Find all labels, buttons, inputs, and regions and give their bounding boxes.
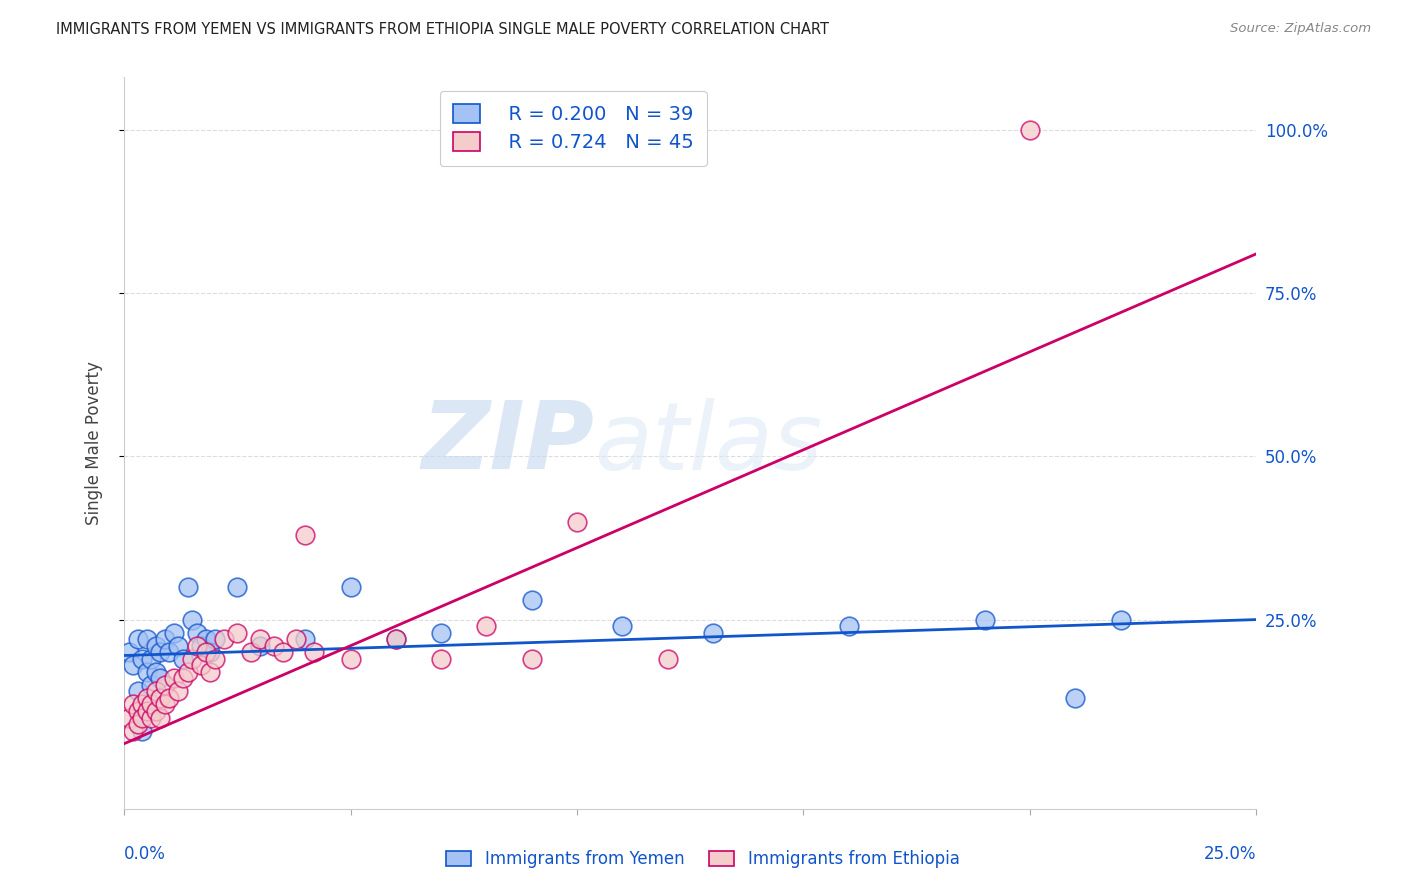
Point xyxy=(304,645,326,659)
Point xyxy=(145,639,167,653)
Point xyxy=(294,527,316,541)
Text: ZIP: ZIP xyxy=(422,397,593,489)
Point xyxy=(149,672,172,686)
Point xyxy=(145,684,167,698)
Point xyxy=(149,710,172,724)
Point xyxy=(1064,690,1087,705)
Legend: Immigrants from Yemen, Immigrants from Ethiopia: Immigrants from Yemen, Immigrants from E… xyxy=(440,844,966,875)
Point xyxy=(131,723,153,738)
Text: IMMIGRANTS FROM YEMEN VS IMMIGRANTS FROM ETHIOPIA SINGLE MALE POVERTY CORRELATIO: IMMIGRANTS FROM YEMEN VS IMMIGRANTS FROM… xyxy=(56,22,830,37)
Point xyxy=(339,580,361,594)
Point xyxy=(176,580,198,594)
Point xyxy=(190,658,212,673)
Point xyxy=(204,632,226,647)
Point xyxy=(181,613,204,627)
Point xyxy=(127,704,149,718)
Point xyxy=(194,645,217,659)
Point xyxy=(294,632,316,647)
Point xyxy=(249,639,271,653)
Point xyxy=(159,645,181,659)
Point xyxy=(122,698,145,712)
Point xyxy=(339,652,361,666)
Point xyxy=(127,684,149,698)
Point xyxy=(167,684,190,698)
Point xyxy=(145,704,167,718)
Point xyxy=(172,672,194,686)
Point xyxy=(122,723,145,738)
Point xyxy=(520,652,543,666)
Point xyxy=(131,698,153,712)
Point xyxy=(141,652,163,666)
Point xyxy=(145,665,167,679)
Point xyxy=(271,645,294,659)
Point xyxy=(612,619,634,633)
Point xyxy=(198,665,221,679)
Text: 25.0%: 25.0% xyxy=(1204,845,1257,863)
Point xyxy=(135,690,157,705)
Point xyxy=(127,717,149,731)
Point xyxy=(190,639,212,653)
Point xyxy=(204,652,226,666)
Point xyxy=(249,632,271,647)
Point xyxy=(973,613,995,627)
Point xyxy=(226,580,249,594)
Point xyxy=(131,652,153,666)
Point xyxy=(285,632,308,647)
Point xyxy=(153,678,176,692)
Point xyxy=(163,625,186,640)
Point xyxy=(239,645,262,659)
Point xyxy=(263,639,285,653)
Text: Source: ZipAtlas.com: Source: ZipAtlas.com xyxy=(1230,22,1371,36)
Point xyxy=(1019,122,1042,136)
Point xyxy=(118,710,141,724)
Point xyxy=(838,619,860,633)
Point xyxy=(385,632,408,647)
Point xyxy=(430,625,453,640)
Point xyxy=(430,652,453,666)
Point xyxy=(475,619,498,633)
Point xyxy=(657,652,679,666)
Point xyxy=(385,632,408,647)
Point xyxy=(212,632,235,647)
Point xyxy=(198,645,221,659)
Point xyxy=(149,645,172,659)
Point xyxy=(1109,613,1132,627)
Y-axis label: Single Male Poverty: Single Male Poverty xyxy=(86,361,103,525)
Point xyxy=(127,632,149,647)
Point xyxy=(122,658,145,673)
Legend:   R = 0.200   N = 39,   R = 0.724   N = 45: R = 0.200 N = 39, R = 0.724 N = 45 xyxy=(440,91,707,166)
Point xyxy=(176,665,198,679)
Point xyxy=(172,652,194,666)
Text: atlas: atlas xyxy=(593,398,823,489)
Point xyxy=(153,632,176,647)
Point xyxy=(118,645,141,659)
Point xyxy=(186,625,208,640)
Point xyxy=(163,672,186,686)
Point xyxy=(149,690,172,705)
Point xyxy=(159,690,181,705)
Point xyxy=(181,652,204,666)
Point xyxy=(565,515,588,529)
Point xyxy=(135,632,157,647)
Point xyxy=(141,698,163,712)
Point xyxy=(167,639,190,653)
Point xyxy=(520,593,543,607)
Point xyxy=(135,704,157,718)
Point xyxy=(131,710,153,724)
Point xyxy=(135,665,157,679)
Point xyxy=(153,698,176,712)
Point xyxy=(226,625,249,640)
Point xyxy=(141,710,163,724)
Point xyxy=(194,632,217,647)
Point xyxy=(141,678,163,692)
Point xyxy=(186,639,208,653)
Text: 0.0%: 0.0% xyxy=(124,845,166,863)
Point xyxy=(702,625,724,640)
